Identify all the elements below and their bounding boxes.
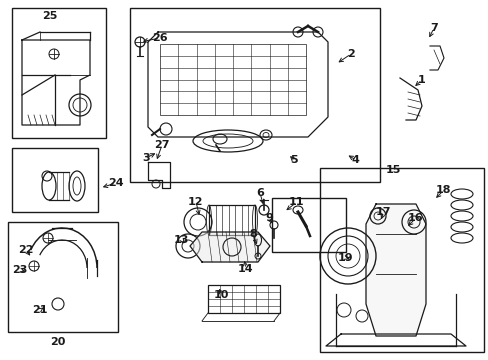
Text: 12: 12 <box>187 197 203 207</box>
Text: 24: 24 <box>108 178 123 188</box>
Text: 11: 11 <box>288 197 304 207</box>
Text: 1: 1 <box>417 75 425 85</box>
Text: 21: 21 <box>32 305 47 315</box>
Text: 4: 4 <box>351 155 359 165</box>
Text: 27: 27 <box>154 140 169 150</box>
Text: 20: 20 <box>50 337 65 347</box>
Text: 3: 3 <box>142 153 149 163</box>
Polygon shape <box>190 232 269 262</box>
Bar <box>208 205 254 235</box>
Bar <box>319 168 483 352</box>
Text: 17: 17 <box>375 207 391 217</box>
Text: 7: 7 <box>429 23 437 33</box>
Text: 14: 14 <box>238 264 253 274</box>
Bar <box>207 285 280 313</box>
Bar <box>12 8 106 138</box>
Text: 15: 15 <box>385 165 401 175</box>
Bar <box>160 44 305 115</box>
Bar <box>130 8 379 182</box>
Text: 16: 16 <box>407 213 423 223</box>
Text: 5: 5 <box>289 155 297 165</box>
Text: 26: 26 <box>152 33 167 43</box>
Bar <box>12 148 98 212</box>
Polygon shape <box>365 204 425 336</box>
Text: 19: 19 <box>337 253 353 263</box>
Text: 22: 22 <box>18 245 34 255</box>
Text: 9: 9 <box>264 213 272 223</box>
Text: 25: 25 <box>42 11 57 21</box>
Text: 10: 10 <box>214 290 229 300</box>
Bar <box>271 198 346 252</box>
Text: 18: 18 <box>435 185 450 195</box>
Text: 6: 6 <box>256 188 264 198</box>
Text: 23: 23 <box>12 265 27 275</box>
Bar <box>8 222 118 332</box>
Text: 2: 2 <box>346 49 354 59</box>
Text: 8: 8 <box>248 229 256 239</box>
Text: 13: 13 <box>174 235 189 245</box>
